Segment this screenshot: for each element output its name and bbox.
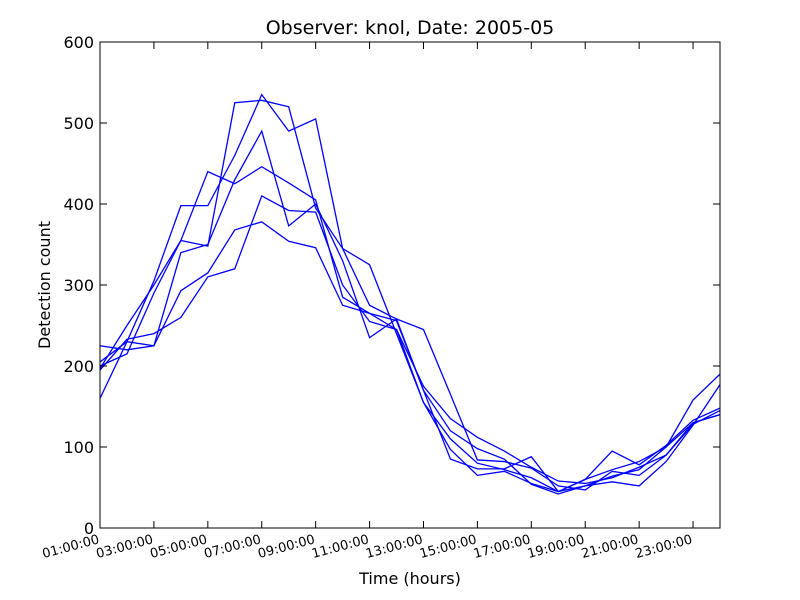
y-tick-label: 0 xyxy=(84,519,94,538)
y-axis-label: Detection count xyxy=(35,221,54,349)
series-line-1 xyxy=(99,93,721,491)
series-line-6 xyxy=(99,221,721,495)
y-tick-label: 200 xyxy=(63,357,94,376)
y-tick-label: 500 xyxy=(63,114,94,133)
y-tick-label: 400 xyxy=(63,195,94,214)
y-tick-label: 300 xyxy=(63,276,94,295)
x-axis-label: Time (hours) xyxy=(358,569,461,588)
y-tick-label: 100 xyxy=(63,438,94,457)
chart-title: Observer: knol, Date: 2005-05 xyxy=(266,17,555,39)
series-line-4 xyxy=(99,165,721,485)
y-axis: 0 100 200 300 400 500 600 xyxy=(63,33,720,538)
series-lines xyxy=(99,93,721,495)
y-tick-label: 600 xyxy=(63,33,94,52)
series-line-5 xyxy=(99,194,721,493)
